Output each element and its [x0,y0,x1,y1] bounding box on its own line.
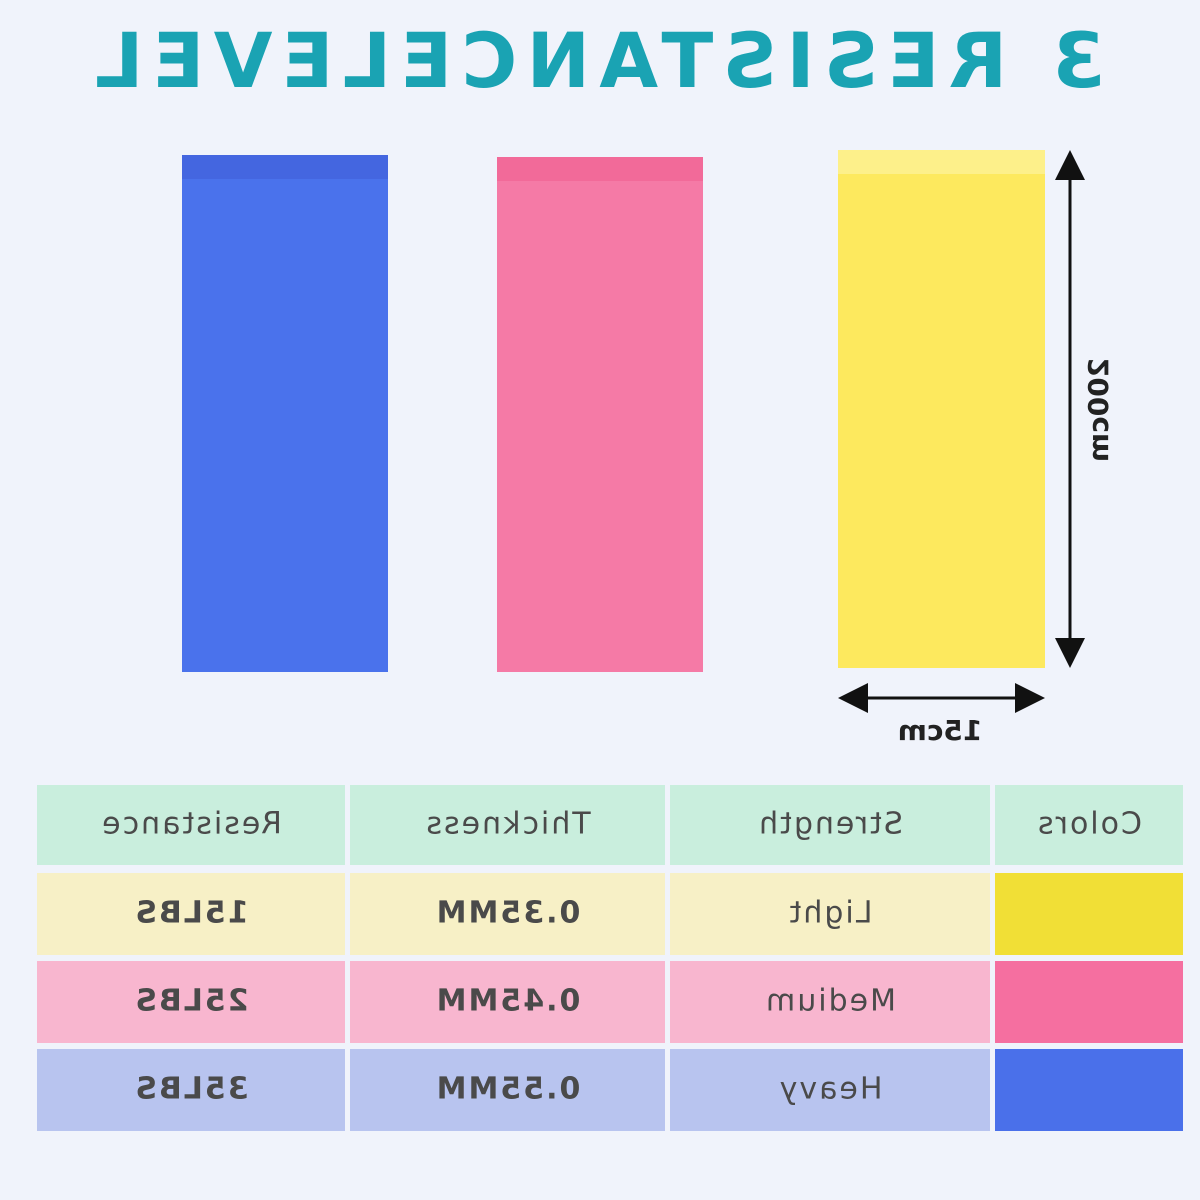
band-edge [182,155,388,179]
cell-bg [350,961,665,1043]
header-text: Resistance [100,807,282,842]
header-text: Strength [757,807,903,842]
cell-text: 15LBS [133,896,248,931]
cell-text: 0.35MM [435,896,581,931]
cell-bg [350,1049,665,1131]
pink-band [497,157,703,672]
color-swatch [995,873,1183,955]
color-swatch [995,1049,1183,1131]
cell-bg [670,873,990,955]
cell-bg [37,873,345,955]
cell-bg [37,1049,345,1131]
header-text: Thickness [424,807,591,842]
table: Colors Strength Thickness Resistance Light 0.… [37,785,1183,1131]
header-cell [350,785,665,865]
cell-bg [670,961,990,1043]
header-cell [995,785,1183,865]
blue-band [182,155,388,672]
band-edge [497,157,703,181]
header-cell [670,785,990,865]
cell-text: Medium [764,984,896,1019]
cell-bg [37,961,345,1043]
width-label: 15cm [898,714,983,747]
title: 3 RESISTANCELEVEL [95,16,1105,105]
height-label: 200cm [1082,358,1115,462]
cell-text: 0.45MM [435,984,581,1019]
yellow-band [838,150,1045,668]
cell-bg [670,1049,990,1131]
cell-text: Heavy [778,1072,883,1107]
header-text: Colors [1036,807,1142,842]
cell-text: 0.55MM [435,1072,581,1107]
cell-text: 25LBS [133,984,248,1019]
cell-text: 35LBS [133,1072,248,1107]
cell-text: Light [788,896,873,931]
header-cell [37,785,345,865]
color-swatch [995,961,1183,1043]
band-edge [838,150,1045,174]
cell-bg [350,873,665,955]
